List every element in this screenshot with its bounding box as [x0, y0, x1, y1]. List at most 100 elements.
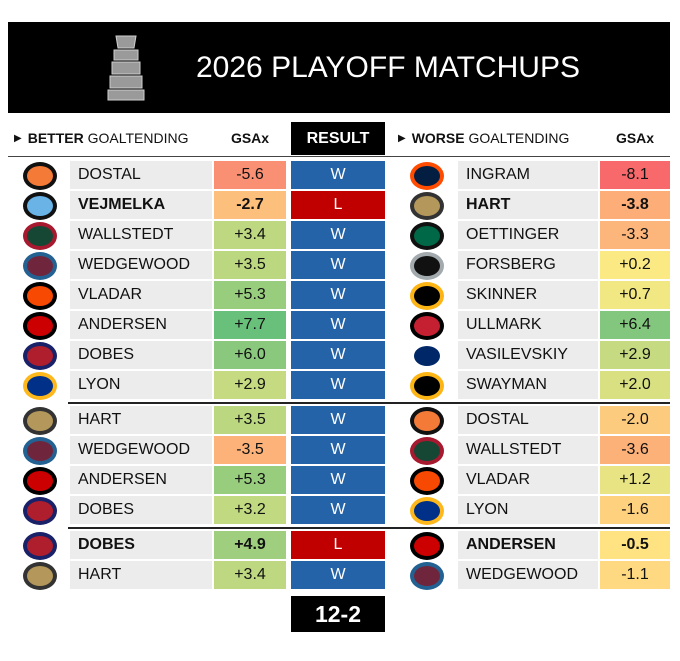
left-goalie: DOSTAL: [70, 161, 212, 189]
team-logo: [23, 562, 57, 590]
left-gsax: +3.5: [214, 251, 286, 279]
left-goalie: LYON: [70, 371, 212, 399]
result: W: [291, 221, 385, 249]
header-rule: [8, 156, 670, 157]
team-logo: [410, 342, 444, 370]
right-goalie: VASILEVSKIY: [458, 341, 598, 369]
right-goalie: DOSTAL: [458, 406, 598, 434]
cup-icon: [107, 35, 145, 101]
right-gsax: -3.3: [600, 221, 670, 249]
team-logo: [410, 562, 444, 590]
left-goalie: WEDGEWOOD: [70, 251, 212, 279]
team-logo: [410, 407, 444, 435]
right-gsax-header: GSAx: [615, 130, 655, 146]
team-logo: [23, 252, 57, 280]
result: W: [291, 311, 385, 339]
left-gsax: +6.0: [214, 341, 286, 369]
title-bar: 2026 PLAYOFF MATCHUPS: [8, 22, 670, 113]
team-logo: [23, 467, 57, 495]
right-gsax: -3.8: [600, 191, 670, 219]
left-gsax: -3.5: [214, 436, 286, 464]
right-gsax: -0.5: [600, 531, 670, 559]
right-gsax: +1.2: [600, 466, 670, 494]
result: W: [291, 281, 385, 309]
result: W: [291, 371, 385, 399]
team-logo: [23, 282, 57, 310]
left-gsax: +5.3: [214, 466, 286, 494]
right-goalie: ANDERSEN: [458, 531, 598, 559]
right-goalie: LYON: [458, 496, 598, 524]
left-header-rest: GOALTENDING: [87, 130, 189, 146]
result: W: [291, 561, 385, 589]
left-goalie: DOBES: [70, 341, 212, 369]
team-logo: [23, 192, 57, 220]
round-separator: [68, 527, 670, 529]
right-gsax: +0.2: [600, 251, 670, 279]
right-gsax: -2.0: [600, 406, 670, 434]
team-logo: [410, 437, 444, 465]
left-goalie: HART: [70, 561, 212, 589]
left-goalie: WEDGEWOOD: [70, 436, 212, 464]
left-gsax: -5.6: [214, 161, 286, 189]
right-goalie: SKINNER: [458, 281, 598, 309]
left-gsax: +3.4: [214, 561, 286, 589]
result-header: RESULT: [291, 122, 385, 155]
result: W: [291, 496, 385, 524]
result: W: [291, 251, 385, 279]
right-header: ▶ WORSE GOALTENDING: [398, 130, 570, 146]
left-goalie: HART: [70, 406, 212, 434]
result: L: [291, 531, 385, 559]
left-gsax: -2.7: [214, 191, 286, 219]
left-gsax: +3.2: [214, 496, 286, 524]
left-gsax: +7.7: [214, 311, 286, 339]
title-text: 2026 PLAYOFF MATCHUPS: [196, 50, 580, 84]
right-goalie: INGRAM: [458, 161, 598, 189]
right-gsax: +2.9: [600, 341, 670, 369]
left-gsax: +3.4: [214, 221, 286, 249]
result: W: [291, 341, 385, 369]
team-logo: [410, 192, 444, 220]
left-goalie: DOBES: [70, 531, 212, 559]
right-goalie: SWAYMAN: [458, 371, 598, 399]
team-logo: [23, 312, 57, 340]
left-gsax: +4.9: [214, 531, 286, 559]
title: 2026 PLAYOFF MATCHUPS: [108, 22, 668, 113]
result: L: [291, 191, 385, 219]
right-gsax: -1.6: [600, 496, 670, 524]
result: W: [291, 161, 385, 189]
right-goalie: WEDGEWOOD: [458, 561, 598, 589]
left-goalie: WALLSTEDT: [70, 221, 212, 249]
total: 12-2: [291, 596, 385, 632]
left-goalie: ANDERSEN: [70, 311, 212, 339]
left-header: ▶ BETTER GOALTENDING: [14, 130, 189, 146]
right-goalie: FORSBERG: [458, 251, 598, 279]
team-logo: [23, 162, 57, 190]
right-goalie: WALLSTEDT: [458, 436, 598, 464]
team-logo: [410, 162, 444, 190]
team-logo: [23, 222, 57, 250]
right-gsax: +6.4: [600, 311, 670, 339]
team-logo: [410, 497, 444, 525]
team-logo: [23, 497, 57, 525]
left-gsax: +5.3: [214, 281, 286, 309]
team-logo: [23, 407, 57, 435]
right-goalie: HART: [458, 191, 598, 219]
team-logo: [410, 372, 444, 400]
team-logo: [410, 222, 444, 250]
team-logo: [23, 372, 57, 400]
left-goalie: VLADAR: [70, 281, 212, 309]
right-gsax: -8.1: [600, 161, 670, 189]
team-logo: [23, 532, 57, 560]
right-goalie: OETTINGER: [458, 221, 598, 249]
right-gsax: -1.1: [600, 561, 670, 589]
result: W: [291, 466, 385, 494]
right-header-rest: GOALTENDING: [468, 130, 570, 146]
team-logo: [410, 252, 444, 280]
team-logo: [23, 437, 57, 465]
right-gsax: +0.7: [600, 281, 670, 309]
team-logo: [410, 467, 444, 495]
left-goalie: ANDERSEN: [70, 466, 212, 494]
left-gsax: +3.5: [214, 406, 286, 434]
left-header-strong: BETTER: [27, 130, 84, 146]
